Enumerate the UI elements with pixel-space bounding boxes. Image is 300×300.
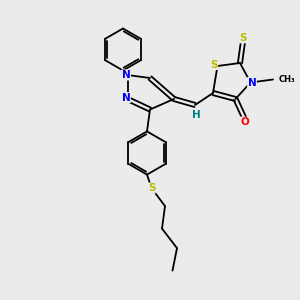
Text: N: N xyxy=(248,77,256,88)
Text: S: S xyxy=(210,59,218,70)
Text: N: N xyxy=(122,92,130,103)
Text: O: O xyxy=(240,117,249,127)
Text: CH₃: CH₃ xyxy=(278,75,295,84)
Text: S: S xyxy=(148,183,155,193)
Text: S: S xyxy=(239,33,247,43)
Text: H: H xyxy=(192,110,201,120)
Text: N: N xyxy=(122,70,130,80)
